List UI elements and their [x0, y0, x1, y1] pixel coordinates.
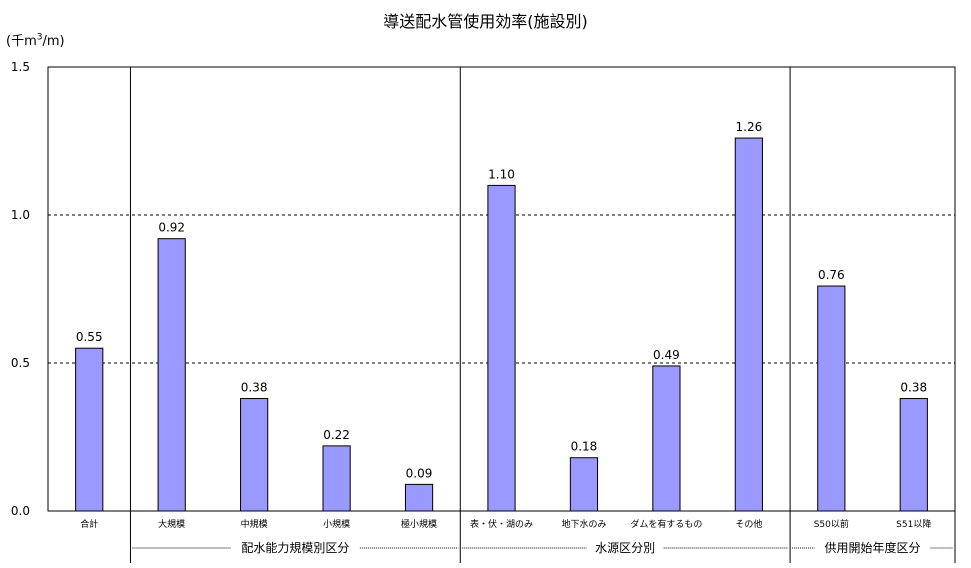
data-label: 1.10: [488, 167, 515, 181]
y-tick-label: 0.0: [11, 504, 30, 518]
unit-prefix: (千m: [6, 34, 37, 49]
data-label: 0.18: [571, 440, 598, 454]
bar: [487, 184, 516, 512]
bar: [240, 398, 269, 512]
chart-title: 導送配水管使用効率(施設別): [383, 12, 588, 31]
data-label: 0.55: [76, 330, 103, 344]
y-tick-label: 0.5: [11, 356, 30, 370]
bar: [157, 238, 186, 512]
data-label: 0.92: [158, 221, 185, 235]
category-label: 大規模: [158, 518, 185, 530]
category-label: 極小規模: [401, 518, 437, 530]
category-label: 小規模: [323, 519, 350, 530]
bar: [899, 398, 928, 512]
data-label: 0.49: [653, 348, 680, 362]
bar: [75, 347, 104, 512]
bar: [652, 365, 681, 512]
y-tick-label: 1.0: [11, 208, 30, 222]
group-label: 供用開始年度区分: [825, 540, 921, 555]
bar: [734, 137, 763, 512]
category-label: ダムを有するもの: [630, 518, 702, 530]
bar: [322, 445, 351, 512]
category-label: 表・伏・湖のみ: [470, 518, 533, 530]
data-label: 0.38: [241, 381, 268, 395]
group-label: 配水能力規模別区分: [241, 540, 349, 555]
y-tick-label: 1.5: [11, 60, 30, 74]
data-label: 0.38: [900, 381, 927, 395]
data-label: 0.22: [323, 428, 350, 442]
category-label: S50以前: [814, 518, 849, 530]
bar: [404, 483, 434, 512]
data-label: 1.26: [736, 120, 763, 134]
bar: [817, 285, 846, 512]
category-label: 合計: [80, 518, 98, 530]
group-label: 水源区分別: [595, 541, 655, 555]
data-label: 0.76: [818, 268, 845, 282]
category-label: 中規模: [241, 518, 268, 530]
bar: [569, 457, 599, 512]
category-label: 地下水のみ: [561, 518, 606, 530]
category-label: S51以降: [896, 518, 931, 530]
data-label: 0.09: [406, 466, 433, 480]
unit-suffix: /m): [42, 34, 65, 49]
y-axis-unit-label: (千m3/m): [6, 30, 65, 49]
unit-superscript: 3: [36, 32, 43, 43]
category-label: その他: [735, 518, 762, 530]
